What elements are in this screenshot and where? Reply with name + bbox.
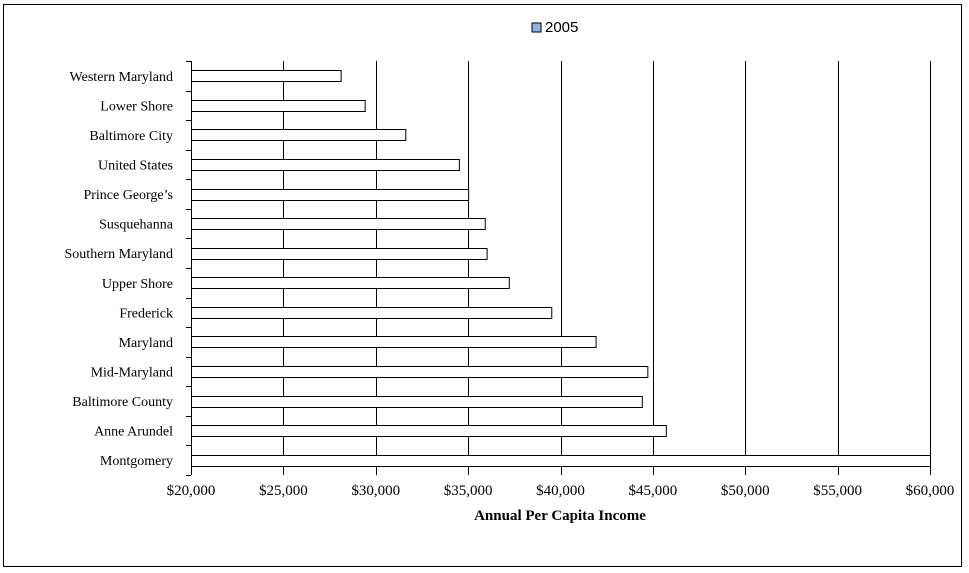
bar-mid-maryland: [191, 366, 649, 378]
bar-lower-shore: [191, 100, 366, 112]
gridlines: [283, 61, 931, 475]
x-axis-title: Annual Per Capita Income: [474, 508, 646, 524]
bar-anne-arundel: [191, 425, 667, 437]
category-label: Maryland: [119, 336, 173, 351]
bar-southern-maryland: [191, 248, 488, 260]
legend: 2005: [531, 19, 578, 36]
bar-maryland: [191, 336, 597, 348]
x-tick-label: $25,000: [259, 483, 308, 499]
x-tick-labels: $20,000 $25,000 $30,000 $35,000 $40,000 $45,0…: [167, 483, 955, 499]
category-label: Prince George’s: [83, 188, 173, 203]
legend-label: 2005: [545, 19, 578, 36]
category-label: Montgomery: [100, 454, 173, 469]
category-label: Baltimore City: [89, 129, 173, 144]
legend-swatch: [531, 22, 542, 33]
bar-susquehanna: [191, 218, 486, 230]
bar-montgomery: [191, 455, 931, 467]
x-tick-label: $60,000: [906, 483, 955, 499]
category-labels: Western Maryland Lower Shore Baltimore Cit…: [65, 70, 174, 469]
bar-prince-george-s: [191, 189, 470, 201]
x-tick-label: $50,000: [721, 483, 770, 499]
category-label: Western Maryland: [70, 70, 173, 85]
x-tick-label: $30,000: [351, 483, 400, 499]
category-label: Mid-Maryland: [91, 366, 173, 381]
y-axis: [186, 61, 192, 476]
x-tick-label: $20,000: [167, 483, 216, 499]
category-label: Lower Shore: [100, 99, 173, 114]
category-label: United States: [98, 159, 173, 174]
bar-western-maryland: [191, 70, 342, 82]
bar-upper-shore: [191, 277, 510, 289]
category-label: Southern Maryland: [65, 247, 173, 262]
bar-baltimore-city: [191, 129, 407, 141]
category-label: Baltimore County: [72, 395, 173, 410]
category-label: Frederick: [119, 306, 173, 321]
x-tick-label: $45,000: [629, 483, 678, 499]
category-label: Susquehanna: [99, 218, 174, 233]
bar-united-states: [191, 159, 460, 171]
bars: [191, 70, 931, 467]
x-tick-label: $55,000: [813, 483, 862, 499]
x-tick-label: $40,000: [536, 483, 585, 499]
category-label: Upper Shore: [102, 277, 173, 292]
bar-baltimore-county: [191, 396, 643, 408]
x-tick-label: $35,000: [444, 483, 493, 499]
bar-frederick: [191, 307, 553, 319]
category-label: Anne Arundel: [94, 425, 173, 440]
